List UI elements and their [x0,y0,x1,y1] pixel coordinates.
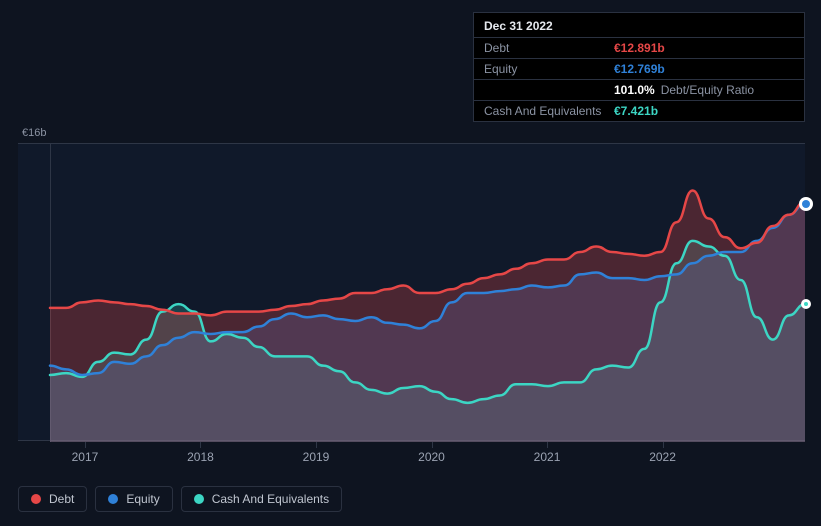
tooltip-row-value: 101.0% [614,83,655,97]
tooltip-title: Dec 31 2022 [474,13,804,38]
tooltip-row: Debt€12.891b [474,38,804,59]
x-axis-tick [200,442,201,448]
legend-dot-icon [31,494,41,504]
legend-dot-icon [108,494,118,504]
tooltip-row: Cash And Equivalents€7.421b [474,101,804,121]
legend-label: Equity [126,492,159,506]
legend-dot-icon [194,494,204,504]
tooltip-row-extra: Debt/Equity Ratio [661,83,754,97]
legend-item-cash-and-equivalents[interactable]: Cash And Equivalents [181,486,342,512]
y-axis-label: €16b [22,127,46,139]
x-axis-label: 2022 [649,450,676,464]
x-axis-tick [316,442,317,448]
tooltip-row: Equity€12.769b [474,59,804,80]
legend-label: Cash And Equivalents [212,492,329,506]
x-axis-label: 2017 [72,450,99,464]
tooltip-row-value: €7.421b [614,104,658,118]
tooltip-row-label: Debt [484,41,614,55]
tooltip-row: 101.0% Debt/Equity Ratio [474,80,804,101]
legend-item-debt[interactable]: Debt [18,486,87,512]
x-axis-label: 2021 [534,450,561,464]
x-axis-tick [85,442,86,448]
tooltip-card: Dec 31 2022Debt€12.891bEquity€12.769b101… [473,12,805,122]
chart-area[interactable]: 201720182019202020212022 [18,143,805,441]
x-axis-label: 2020 [418,450,445,464]
series-end-marker [801,299,811,309]
x-axis-label: 2019 [303,450,330,464]
series-end-marker [799,197,813,211]
legend-label: Debt [49,492,74,506]
x-axis-tick [547,442,548,448]
x-axis-tick [432,442,433,448]
plot-svg [50,144,805,442]
tooltip-row-value: €12.891b [614,41,665,55]
x-axis-tick [663,442,664,448]
tooltip-row-label: Equity [484,62,614,76]
tooltip-row-value: €12.769b [614,62,665,76]
area-debt [50,191,805,442]
x-axis-label: 2018 [187,450,214,464]
legend-item-equity[interactable]: Equity [95,486,172,512]
tooltip-row-label: Cash And Equivalents [484,104,614,118]
legend: Debt Equity Cash And Equivalents [18,486,342,512]
